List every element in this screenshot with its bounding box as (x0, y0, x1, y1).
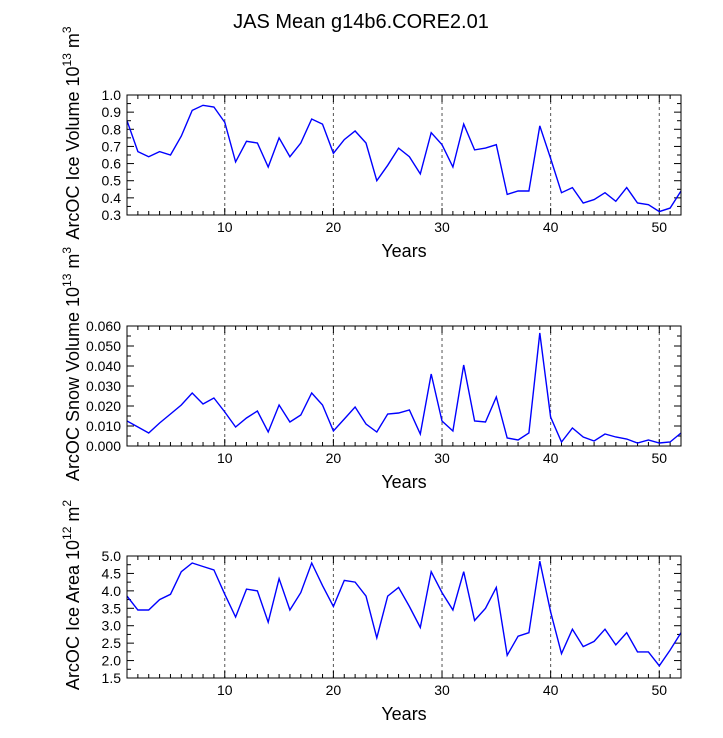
y-tick-label: 4.5 (102, 565, 122, 581)
y-axis-label: ArcOC Ice Area 1012 m2 (60, 500, 83, 690)
series-line-ice-area (126, 561, 682, 667)
y-axis-label-text: ArcOC Ice Volume 10 (63, 66, 83, 239)
y-tick-label: 1.0 (102, 87, 122, 103)
y-tick-label: 4.0 (102, 583, 122, 599)
x-tick-label: 40 (543, 219, 559, 235)
panel-snow-volume: 10 20 30 40 50 0.000 0.010 0.020 0.030 0.040 0.050… (60, 247, 682, 492)
y-tick-label: 2.0 (102, 653, 122, 669)
x-tick-label: 30 (434, 219, 450, 235)
x-tick-label: 20 (326, 219, 342, 235)
series-line-ice-volume (126, 104, 682, 213)
x-axis-label: Years (381, 472, 426, 492)
y-axis-label-unit-exp: 2 (60, 500, 74, 507)
y-axis-label-unit-exp: 3 (60, 247, 74, 254)
x-axis-label: Years (381, 704, 426, 724)
chart-title: JAS Mean g14b6.CORE2.01 (233, 11, 489, 33)
y-tick-label: 3.0 (102, 618, 122, 634)
panel-ice-volume: 10 20 30 40 50 0.30.40.50.6 0.70.80.91.0 Years A… (60, 26, 682, 261)
y-axis-label-text: ArcOC Snow Volume 10 (63, 287, 83, 481)
x-tick-label: 50 (651, 682, 667, 698)
y-tick-label: 0.4 (102, 190, 122, 206)
y-axis-label-unit: m (63, 254, 83, 274)
x-tick-label: 20 (326, 682, 342, 698)
y-axis-label-power: 13 (60, 273, 74, 287)
x-axis-label: Years (381, 241, 426, 261)
y-axis-label-text: ArcOC Ice Area 10 (63, 540, 83, 690)
x-tick-label: 10 (217, 219, 233, 235)
y-axis-label-unit-exp: 3 (60, 26, 74, 33)
x-tick-label: 30 (434, 682, 450, 698)
y-tick-label: 0.060 (86, 318, 121, 334)
y-axis-label: ArcOC Ice Volume 1013 m3 (60, 26, 83, 239)
y-tick-label: 1.5 (102, 670, 122, 686)
panel-ice-area: 10 20 30 40 50 1.52.0 2.53.0 3.54.0 4.55.0 Years A… (60, 500, 682, 724)
y-tick-label: 0.9 (102, 104, 122, 120)
y-axis-label-unit: m (63, 507, 83, 527)
x-tick-label: 50 (651, 219, 667, 235)
y-axis-label-power: 13 (60, 53, 74, 67)
x-tick-label: 50 (651, 450, 667, 466)
series-line-snow-volume (126, 332, 682, 444)
y-tick-label: 0.050 (86, 338, 121, 354)
y-tick-label: 0.020 (86, 398, 121, 414)
y-tick-label: 0.030 (86, 378, 121, 394)
y-tick-label: 0.000 (86, 438, 121, 454)
y-tick-label: 0.6 (102, 156, 122, 172)
plot-frame (126, 94, 682, 216)
plot-frame (126, 555, 682, 679)
y-tick-label: 0.5 (102, 173, 122, 189)
y-tick-label: 2.5 (102, 635, 122, 651)
y-tick-label: 0.7 (102, 138, 122, 154)
x-tick-label: 40 (543, 682, 559, 698)
plots-container: 10 20 30 40 50 0.30.40.50.6 0.70.80.91.0 Years A… (60, 26, 682, 724)
x-tick-label: 10 (217, 682, 233, 698)
y-tick-label: 0.040 (86, 358, 121, 374)
x-tick-label: 20 (326, 450, 342, 466)
x-tick-label: 30 (434, 450, 450, 466)
x-tick-label: 10 (217, 450, 233, 466)
y-axis-label: ArcOC Snow Volume 1013 m3 (60, 247, 83, 481)
y-axis-label-power: 12 (60, 526, 74, 540)
y-tick-label: 3.5 (102, 600, 122, 616)
y-tick-label: 0.010 (86, 418, 121, 434)
y-tick-label: 0.3 (102, 207, 122, 223)
x-tick-label: 40 (543, 450, 559, 466)
y-axis-label-unit: m (63, 33, 83, 53)
y-tick-label: 5.0 (102, 548, 122, 564)
plot-frame (126, 325, 682, 447)
y-tick-label: 0.8 (102, 121, 122, 137)
